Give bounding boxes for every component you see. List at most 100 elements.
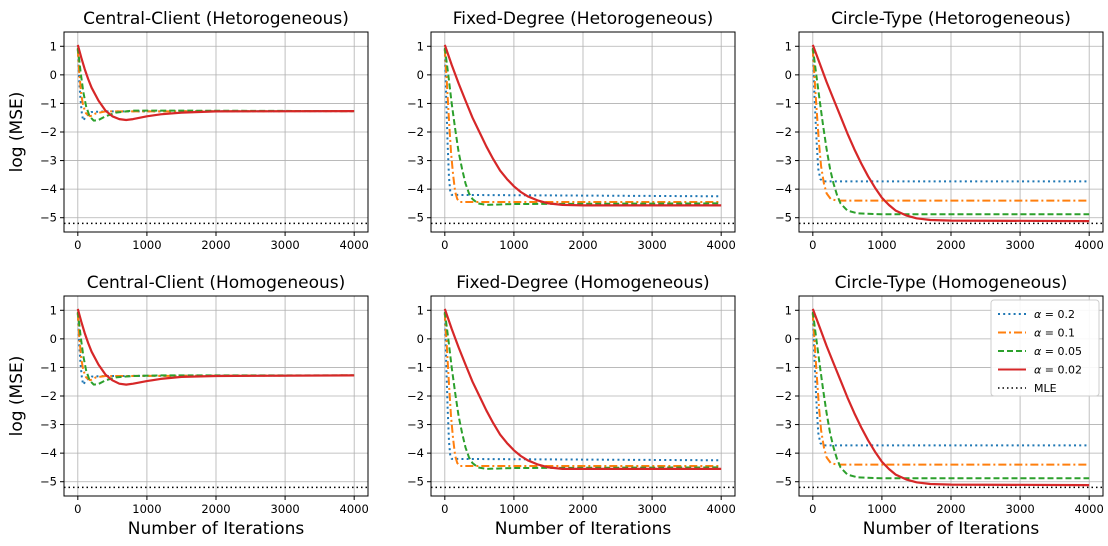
x-tick-label: 1000	[867, 502, 896, 516]
y-tick-label: −3	[775, 154, 792, 168]
y-tick-label: −1	[407, 96, 424, 110]
x-tick-label: 2000	[201, 502, 230, 516]
x-tick-label: 3000	[637, 502, 666, 516]
y-tick-label: −3	[407, 154, 424, 168]
y-tick-label: 0	[785, 332, 792, 346]
series-line-a002	[443, 308, 722, 470]
y-tick-label: −1	[775, 96, 792, 110]
y-tick-label: −1	[407, 360, 424, 374]
y-tick-label: −5	[775, 475, 792, 489]
x-tick-label: 0	[809, 502, 816, 516]
plot-area	[799, 44, 1103, 225]
y-tick-label: 1	[785, 39, 792, 53]
x-tick-label: 2000	[201, 238, 230, 252]
x-tick-label: 1000	[499, 502, 528, 516]
y-tick-label: −5	[40, 475, 57, 489]
y-tick-label: −4	[407, 446, 424, 460]
series-line-a005	[443, 311, 722, 470]
y-tick-label: 0	[417, 332, 424, 346]
y-tick-label: −1	[775, 360, 792, 374]
y-tick-label: 0	[50, 332, 57, 346]
y-tick-label: −2	[775, 389, 792, 403]
x-tick-label: 2000	[936, 502, 965, 516]
x-tick-label: 3000	[637, 238, 666, 252]
legend: α = 0.2 α = 0.1 α = 0.05 α = 0.02 MLE	[990, 299, 1100, 397]
series-line-a02	[811, 313, 1090, 447]
x-tick-label: 1000	[132, 238, 161, 252]
y-tick-label: −5	[407, 211, 424, 225]
series-line-a01	[811, 49, 1090, 202]
subplot-title: Central-Client (Hetorogeneous)	[83, 9, 349, 29]
series-line-a01	[76, 313, 355, 382]
y-tick-label: −3	[407, 418, 424, 432]
x-tick-label: 0	[441, 502, 448, 516]
x-tick-label: 4000	[1075, 502, 1104, 516]
x-tick-label: 4000	[1075, 238, 1104, 252]
x-tick-label: 0	[441, 238, 448, 252]
y-tick-label: −2	[40, 125, 57, 139]
series-line-a01	[811, 313, 1090, 466]
subplot-4: Central-Client (Homogeneous) 0 1000 2000 300…	[7, 273, 369, 539]
subplot-title: Fixed-Degree (Homogeneous)	[456, 273, 709, 293]
series-line-a005	[76, 47, 355, 122]
x-tick-label: 2000	[568, 238, 597, 252]
y-tick-label: 1	[50, 39, 57, 53]
x-tick-label: 2000	[568, 502, 597, 516]
series-line-a02	[443, 49, 722, 198]
legend-label-a002: α = 0.02	[1034, 364, 1082, 377]
x-tick-label: 4000	[707, 238, 736, 252]
y-tick-label: −3	[40, 418, 57, 432]
y-tick-label: −2	[407, 125, 424, 139]
y-axis-label: log (MSE)	[7, 356, 27, 437]
legend-label-mle: MLE	[1034, 382, 1057, 395]
plot-area	[431, 44, 735, 225]
y-tick-label: 1	[417, 39, 424, 53]
series-line-a02	[443, 313, 722, 462]
series-line-a002	[76, 308, 355, 386]
subplot-title: Circle-Type (Homogeneous)	[835, 273, 1068, 293]
y-tick-label: −4	[40, 446, 57, 460]
subplot-6: Circle-Type (Homogeneous) 0 1000 2000 3000 40…	[775, 273, 1104, 539]
series-line-a002	[76, 44, 355, 122]
y-tick-label: 1	[50, 303, 57, 317]
subplot-5: Fixed-Degree (Homogeneous) 0 1000 2000 3000 4…	[407, 273, 736, 539]
legend-label-a02: α = 0.2	[1034, 308, 1075, 321]
x-tick-label: 0	[74, 502, 81, 516]
x-axis-label: Number of Iterations	[863, 519, 1040, 539]
plot-area	[64, 44, 368, 225]
y-tick-label: −4	[407, 182, 424, 196]
series-line-a002	[811, 308, 1090, 487]
x-tick-label: 1000	[867, 238, 896, 252]
subplot-2: Fixed-Degree (Hetorogeneous) 0 1000 2000 300…	[407, 9, 736, 252]
subplot-title: Fixed-Degree (Hetorogeneous)	[453, 9, 714, 29]
x-tick-label: 0	[74, 238, 81, 252]
series-line-a02	[811, 49, 1090, 183]
x-axis-label: Number of Iterations	[495, 519, 672, 539]
y-tick-label: −2	[407, 389, 424, 403]
plot-area	[431, 308, 735, 489]
plot-area	[799, 308, 1103, 489]
y-axis-label: log (MSE)	[7, 92, 27, 173]
plot-area	[64, 308, 368, 489]
x-tick-label: 0	[809, 238, 816, 252]
x-tick-label: 4000	[707, 502, 736, 516]
legend-label-a005: α = 0.05	[1034, 345, 1082, 358]
series-line-a005	[811, 47, 1090, 216]
y-tick-label: −5	[775, 211, 792, 225]
series-line-a005	[443, 47, 722, 206]
y-tick-label: −1	[40, 360, 57, 374]
subplot-1: Central-Client (Hetorogeneous) 0 1000 2000 3…	[7, 9, 369, 252]
x-tick-label: 2000	[936, 238, 965, 252]
x-tick-label: 1000	[132, 502, 161, 516]
x-tick-label: 4000	[340, 238, 369, 252]
y-tick-label: 1	[785, 303, 792, 317]
x-tick-label: 4000	[340, 502, 369, 516]
y-tick-label: 0	[785, 68, 792, 82]
y-tick-label: −3	[775, 418, 792, 432]
series-line-a005	[76, 311, 355, 386]
series-line-a01	[76, 49, 355, 118]
x-tick-label: 1000	[499, 238, 528, 252]
y-tick-label: 0	[50, 68, 57, 82]
subplot-title: Central-Client (Homogeneous)	[87, 273, 346, 293]
